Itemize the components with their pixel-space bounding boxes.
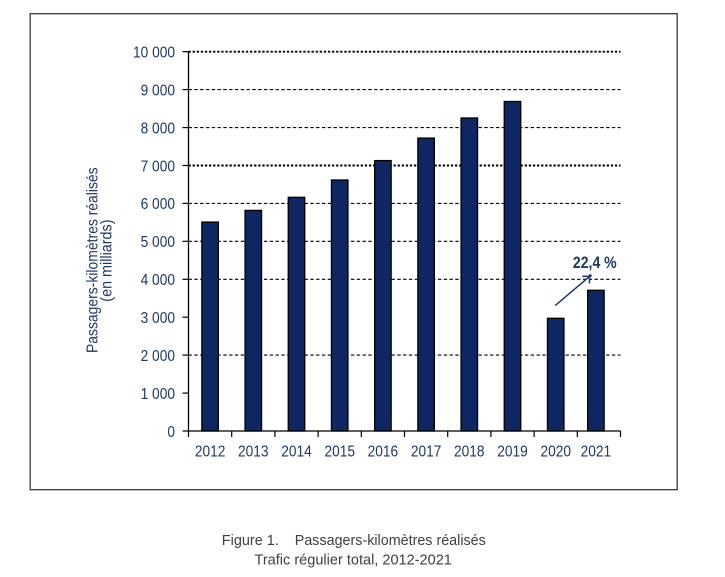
svg-text:4 000: 4 000 [141, 272, 175, 289]
svg-text:7 000: 7 000 [141, 158, 175, 175]
svg-text:2017: 2017 [411, 444, 442, 461]
svg-text:2020: 2020 [540, 444, 571, 461]
svg-text:2021: 2021 [581, 444, 612, 461]
svg-text:8 000: 8 000 [141, 120, 175, 137]
svg-text:10 000: 10 000 [133, 45, 175, 62]
svg-text:2015: 2015 [324, 444, 355, 461]
svg-text:0: 0 [167, 424, 175, 441]
svg-text:3 000: 3 000 [141, 310, 175, 327]
svg-text:5 000: 5 000 [141, 234, 175, 251]
svg-text:2016: 2016 [368, 444, 399, 461]
svg-text:22,4 %: 22,4 % [573, 253, 617, 272]
svg-text:2012: 2012 [195, 444, 226, 461]
svg-text:Trafic régulier total, 2012-20: Trafic régulier total, 2012-2021 [255, 551, 452, 568]
svg-text:6 000: 6 000 [141, 196, 175, 213]
svg-text:2013: 2013 [238, 444, 269, 461]
svg-text:Passagers-kilomètres réalisés: Passagers-kilomètres réalisés [85, 167, 102, 353]
svg-text:Figure 1.: Figure 1. [222, 532, 279, 549]
svg-text:2014: 2014 [281, 444, 312, 461]
svg-text:2019: 2019 [497, 444, 528, 461]
svg-text:Passagers-kilomètres réalisés: Passagers-kilomètres réalisés [295, 532, 486, 549]
svg-text:2 000: 2 000 [141, 348, 175, 365]
svg-text:(en milliards): (en milliards) [99, 220, 116, 302]
svg-text:9 000: 9 000 [141, 82, 175, 99]
svg-text:2018: 2018 [454, 444, 485, 461]
svg-text:1 000: 1 000 [141, 386, 175, 403]
